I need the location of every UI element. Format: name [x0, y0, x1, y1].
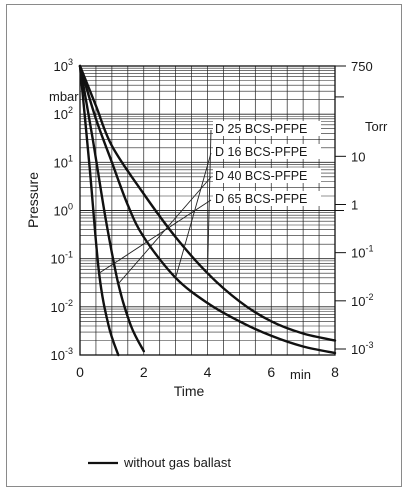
x-tick-label: 4: [204, 364, 212, 380]
series-line: [78, 64, 145, 353]
legend-label: without gas ballast: [123, 455, 231, 470]
y-tick-label-right: 10-3: [351, 340, 373, 357]
series-line: [78, 64, 337, 342]
series-labels: D 25 BCS-PFPE D 16 BCS-PFPE D 40 BCS-PFPE D…: [98, 121, 321, 285]
right-axis-ticks: 750 10 1 10-1 10-2 10-3: [335, 59, 373, 357]
y-tick-label-left: 10-2: [51, 298, 73, 315]
x-tick-label: 0: [76, 364, 84, 380]
y-tick-label-left: 103: [54, 57, 73, 74]
series-label-bg: [213, 191, 321, 206]
series-label-leader: [175, 152, 212, 278]
x-axis-title: Time: [174, 383, 205, 399]
y-tick-label-right: 1: [351, 197, 358, 212]
x-tick-label: 6: [267, 364, 275, 380]
series-label-bg: [213, 121, 321, 136]
series-label-leader: [98, 199, 212, 274]
y-tick-label-left: 100: [54, 202, 73, 219]
figure-frame: [6, 4, 402, 487]
y-tick-label-right: 10-2: [351, 292, 373, 309]
y-tick-label-right: 750: [351, 59, 373, 74]
y-unit-left: mbar: [49, 89, 79, 104]
y-tick-label-left: 102: [54, 105, 73, 122]
y-tick-label-left: 101: [54, 153, 73, 170]
series-label: D 40 BCS-PFPE: [215, 169, 307, 183]
x-tick-label: 8: [331, 364, 339, 380]
y-axis-title: Pressure: [25, 172, 41, 228]
series-label-bg: [213, 168, 321, 183]
series-label: D 16 BCS-PFPE: [215, 145, 307, 159]
series-label: D 65 BCS-PFPE: [215, 192, 307, 206]
y-tick-label-left: 10-3: [51, 346, 73, 363]
x-tick-label: 2: [140, 364, 148, 380]
series-label: D 25 BCS-PFPE: [215, 122, 307, 136]
series-line: [78, 64, 120, 357]
y-tick-label-right: 10-1: [351, 244, 373, 261]
y-tick-label-right: 10: [351, 149, 365, 164]
series-label-bg: [213, 144, 321, 159]
left-axis-ticks: 103 102 101 100 10-1 10-2 10-3: [51, 57, 73, 363]
y-unit-right: Torr: [365, 119, 388, 134]
y-tick-label-left: 10-1: [51, 250, 73, 267]
x-unit: min: [290, 367, 311, 382]
grid: [80, 66, 335, 355]
x-axis-ticks: 0 2 4 6 8: [76, 364, 339, 380]
